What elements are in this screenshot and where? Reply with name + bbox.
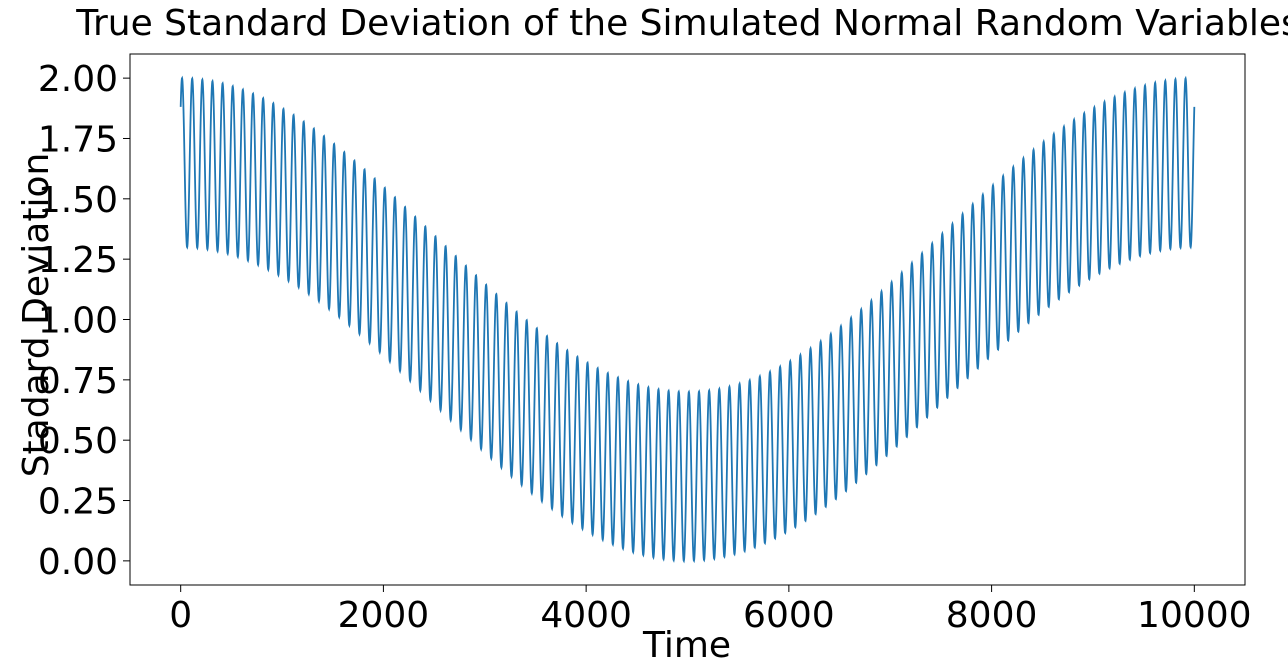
y-tick-label: 1.25 (38, 240, 118, 281)
y-axis: 0.00 0.25 0.50 0.75 1.00 1.25 1.50 1.75 2.00 (38, 59, 130, 583)
x-tick-label: 10000 (1137, 595, 1252, 636)
series-line-std (179, 75, 1196, 564)
y-tick-label: 1.00 (38, 301, 118, 342)
y-axis-label: Stadard Deviation (16, 153, 57, 478)
y-tick-label: 0.25 (38, 482, 118, 523)
y-tick-label: 2.00 (38, 59, 118, 100)
y-tick-label: 1.75 (38, 119, 118, 160)
x-tick-label: 6000 (743, 595, 835, 636)
x-tick-label: 2000 (338, 595, 430, 636)
chart-title: True Standard Deviation of the Simulated… (75, 3, 1288, 44)
y-tick-label: 0.50 (38, 421, 118, 462)
x-tick-label: 8000 (946, 595, 1038, 636)
y-tick-label: 1.50 (38, 180, 118, 221)
plot-area-frame (129, 53, 1246, 586)
x-axis: 0 2000 4000 6000 8000 10000 (169, 585, 1252, 636)
y-tick-label: 0.75 (38, 361, 118, 402)
x-axis-label: Time (642, 625, 731, 666)
y-tick-label: 0.00 (38, 542, 118, 583)
x-tick-label: 0 (169, 595, 192, 636)
x-tick-label: 4000 (540, 595, 632, 636)
